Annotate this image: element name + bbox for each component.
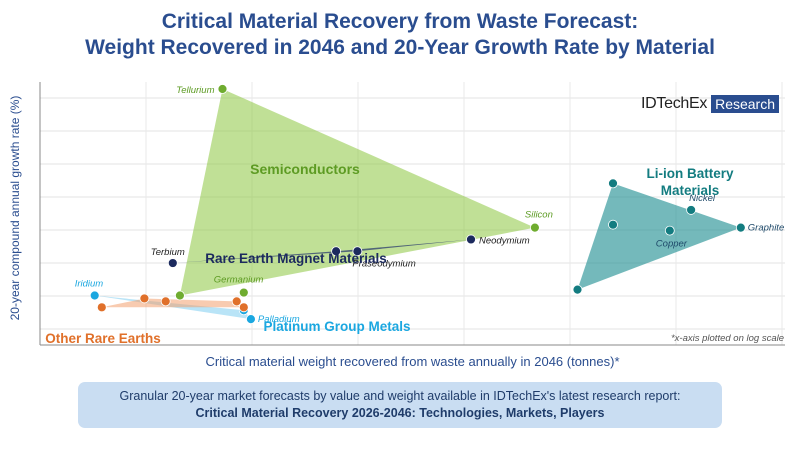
title-line-2: Weight Recovered in 2046 and 20-Year Gro…: [85, 36, 715, 59]
idtechex-logo: IDTechEx Research: [641, 94, 779, 114]
point-neodymium: [466, 234, 476, 245]
point-silicon: [530, 222, 540, 233]
point-li-ion-battery-materials-0: [608, 178, 618, 189]
point-nickel: [686, 205, 696, 215]
point-other-rare-earths-0: [96, 302, 107, 313]
point-tellurium: [217, 84, 228, 94]
group-label-li-ion-battery-materials: Li-ion Battery: [646, 166, 733, 181]
point-other-rare-earths-3: [231, 296, 242, 307]
point-terbium: [167, 258, 178, 268]
point-label-silicon: Silicon: [525, 210, 553, 221]
point-li-ion-battery-materials-5: [572, 284, 583, 295]
point-li-ion-battery-materials-3: [608, 219, 618, 230]
point-label-palladium: Palladium: [258, 314, 300, 325]
point-rare-earth-magnet-materials-2: [331, 246, 342, 257]
hull-semiconductors: [179, 89, 535, 296]
group-label-li-ion-battery-materials: Materials: [661, 183, 720, 198]
logo-tag: Research: [711, 95, 779, 113]
point-copper: [664, 225, 675, 236]
x-axis-label: Critical material weight recovered from …: [205, 354, 620, 369]
point-iridium: [89, 290, 100, 301]
point-other-rare-earths-4: [238, 302, 249, 313]
point-label-copper: Copper: [656, 239, 688, 250]
point-label-terbium: Terbium: [151, 247, 185, 258]
group-label-semiconductors: Semiconductors: [250, 161, 360, 177]
title-line-1: Critical Material Recovery from Waste Fo…: [161, 10, 639, 33]
point-label-nickel: Nickel: [689, 193, 716, 204]
point-germanium: [238, 287, 249, 298]
banner-line-1: Granular 20-year market forecasts by val…: [119, 389, 681, 403]
point-label-praseodymium: Praseodymium: [352, 258, 415, 269]
logo-brand: IDTechEx: [641, 95, 708, 112]
point-graphite: [735, 222, 746, 233]
point-label-neodymium: Neodymium: [479, 235, 530, 246]
point-label-graphite: Graphite: [748, 223, 784, 234]
point-semiconductors-3: [174, 290, 185, 301]
hull-li-ion-battery-materials: [577, 183, 741, 290]
point-label-tellurium: Tellurium: [176, 85, 214, 96]
point-palladium: [245, 314, 256, 325]
point-other-rare-earths-2: [160, 296, 171, 307]
banner-report-title[interactable]: Critical Material Recovery 2026-2046: Te…: [195, 406, 605, 420]
chart-title: Critical Material Recovery from Waste Fo…: [0, 9, 800, 61]
log-scale-note: *x-axis plotted on log scale: [670, 333, 784, 344]
point-label-germanium: Germanium: [214, 275, 264, 286]
group-label-other-rare-earths: Other Rare Earths: [45, 331, 161, 346]
point-label-iridium: Iridium: [75, 279, 104, 290]
report-banner[interactable]: Granular 20-year market forecasts by val…: [78, 382, 722, 428]
group-label-rare-earth-magnet-materials: Rare Earth Magnet Materials: [205, 251, 387, 266]
group-label-platinum-group-metals: Platinum Group Metals: [263, 319, 410, 334]
point-other-rare-earths-1: [139, 293, 150, 304]
hull-other-rare-earths: [101, 298, 244, 308]
point-praseodymium: [352, 246, 363, 257]
